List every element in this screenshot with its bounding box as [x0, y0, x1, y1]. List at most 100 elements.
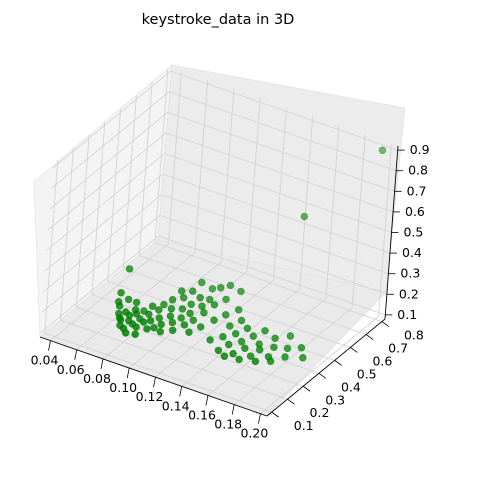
data-point	[222, 295, 230, 304]
data-point	[225, 340, 233, 349]
data-point	[189, 287, 197, 295]
data-point	[197, 323, 205, 331]
data-point	[286, 332, 295, 340]
grid-line-y-floor	[154, 242, 382, 322]
data-point	[249, 332, 258, 340]
x-tick-mark	[126, 367, 130, 379]
data-point	[222, 311, 230, 319]
x-tick-label: 0.18	[214, 417, 242, 432]
z-tick-label: 0.8	[408, 163, 428, 178]
data-point	[124, 295, 133, 304]
grid-line-z-back	[161, 194, 389, 275]
data-point	[378, 146, 387, 155]
data-point	[270, 343, 278, 351]
data-point	[261, 327, 269, 335]
data-point	[229, 350, 237, 358]
data-point	[125, 265, 134, 273]
x-tick-mark	[153, 377, 156, 388]
grid-line-z-back	[170, 70, 398, 151]
data-point	[180, 294, 188, 302]
data-point	[148, 302, 157, 310]
grid-line-z-back	[164, 153, 392, 233]
data-point	[271, 334, 279, 342]
y-tick-mark	[287, 398, 295, 405]
x-tick-mark	[258, 413, 261, 424]
data-point	[237, 337, 246, 346]
data-point	[299, 354, 307, 362]
grid-line-z-left	[47, 132, 167, 231]
data-point	[237, 316, 246, 325]
data-point	[196, 294, 204, 302]
data-point	[131, 330, 139, 338]
x-tick-mark	[205, 395, 209, 406]
grid-line-z-left	[44, 173, 164, 272]
grid-line-z-back	[167, 111, 395, 192]
y-tick-label: 0.1	[294, 418, 314, 433]
data-point	[266, 357, 275, 365]
x-tick-mark	[179, 386, 183, 397]
z-axis-ticks: 0.1 0.2 0.3 0.4 0.5 0.6 0.7 0.8 0.9	[385, 142, 430, 322]
z-tick-label: 0.1	[397, 307, 417, 322]
chart-title: keystroke_data in 3D	[142, 12, 295, 28]
y-tick-label: 0.3	[325, 392, 345, 407]
data-point	[168, 318, 177, 327]
y-axis-line	[266, 318, 386, 417]
data-point	[160, 300, 168, 309]
x-tick-label: 0.16	[188, 408, 216, 423]
x-tick-mark	[48, 340, 51, 351]
x-tick-label: 0.20	[240, 426, 268, 441]
data-points	[114, 146, 387, 366]
data-point	[178, 287, 186, 295]
data-point	[219, 333, 227, 341]
z-tick-label: 0.2	[399, 286, 419, 301]
y-tick-label: 0.8	[404, 328, 424, 343]
grid-line-z-left	[50, 91, 170, 190]
grid-line-x-floor	[181, 289, 300, 387]
data-point	[155, 314, 164, 322]
y-tick-label: 0.2	[310, 405, 330, 420]
x-tick-mark	[100, 358, 104, 369]
data-point	[210, 316, 218, 324]
data-point	[237, 287, 245, 296]
z-tick-label: 0.6	[405, 204, 425, 219]
grid-line-z-left	[43, 194, 162, 292]
grid-line-z-left	[41, 214, 161, 313]
data-point	[180, 321, 189, 329]
z-tick-label: 0.5	[404, 225, 424, 240]
data-point	[156, 328, 165, 336]
data-point	[139, 318, 148, 326]
data-point	[189, 316, 198, 324]
y-tick-mark	[318, 372, 327, 379]
y-tick-mark	[381, 321, 390, 327]
grid-line-y-floor	[138, 255, 367, 335]
data-point	[217, 284, 225, 292]
grid-line-z-left	[46, 153, 165, 251]
grid-line-z-back	[169, 91, 397, 172]
data-point	[145, 310, 153, 318]
grid-line-z-back	[158, 235, 386, 316]
grid-line-y-floor	[91, 293, 320, 374]
data-point	[121, 329, 130, 337]
grid-line-x-floor	[50, 243, 169, 341]
grid-line-x-floor	[233, 307, 353, 405]
data-point	[157, 320, 165, 329]
x-tick-label: 0.04	[31, 353, 59, 368]
y-axis-ticks: 0.10.20.30.40.50.60.70.8	[271, 321, 424, 433]
grid-line-z-left	[52, 70, 171, 169]
data-point	[143, 325, 151, 333]
grid-line-z-back	[159, 214, 387, 295]
y-tick-label: 0.4	[341, 379, 361, 394]
y-tick-mark	[302, 385, 311, 392]
data-point	[300, 212, 308, 221]
data-point	[198, 302, 206, 310]
data-point	[155, 306, 163, 314]
data-point	[210, 301, 219, 309]
y-tick-label: 0.6	[372, 354, 392, 369]
x-tick-label: 0.14	[162, 398, 190, 413]
data-point	[220, 352, 229, 360]
data-point	[226, 281, 235, 290]
data-point	[167, 305, 176, 313]
data-point	[246, 352, 255, 360]
grid-line-x-floor	[260, 316, 379, 415]
